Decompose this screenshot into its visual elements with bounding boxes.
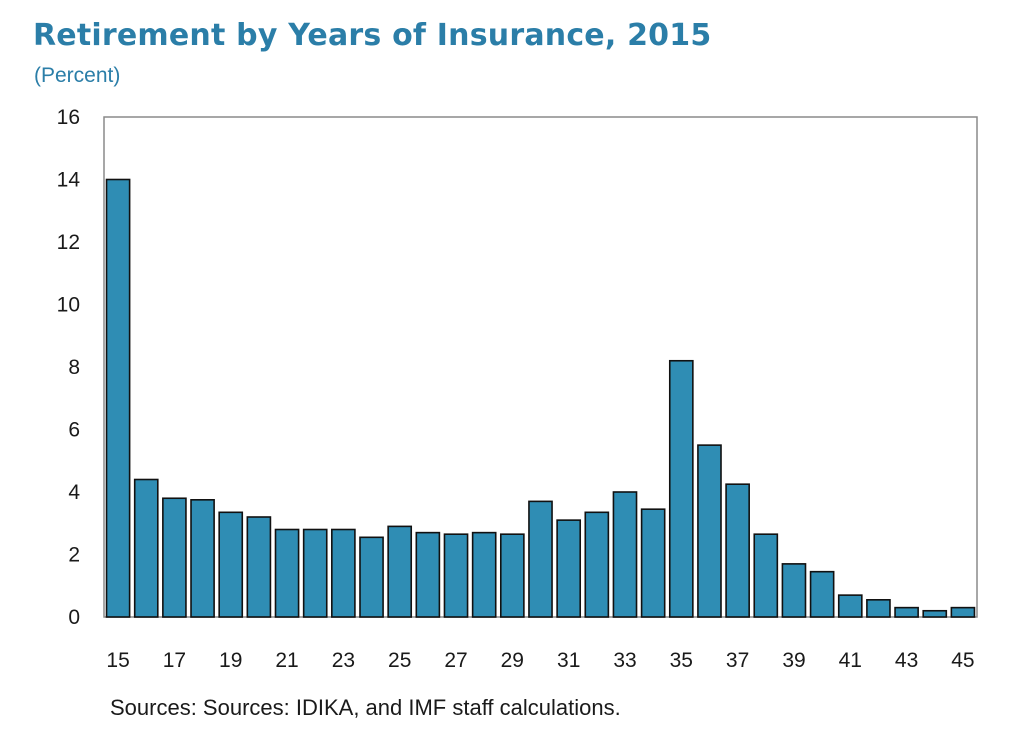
x-tick-label: 41 (839, 649, 862, 672)
bar-37 (725, 483, 750, 618)
bar-19 (218, 511, 244, 618)
bar-31 (556, 519, 582, 618)
x-tick-label: 43 (895, 649, 918, 672)
x-tick-label: 17 (163, 649, 186, 672)
bar-23 (331, 528, 356, 618)
bar-45 (950, 606, 976, 618)
x-tick-label: 23 (332, 649, 355, 672)
chart-subtitle: (Percent) (34, 64, 121, 87)
bar-32 (584, 511, 610, 618)
y-tick-label: 8 (68, 356, 80, 379)
bar-16 (133, 478, 159, 618)
y-tick-label: 2 (68, 544, 80, 567)
y-tick-label: 0 (68, 606, 80, 629)
y-tick-label: 12 (57, 231, 80, 254)
y-tick-label: 4 (68, 481, 80, 504)
bar-27 (443, 533, 469, 618)
bar-28 (471, 531, 497, 618)
bar-36 (697, 444, 722, 618)
source-note: Sources: Sources: IDIKA, and IMF staff c… (110, 695, 621, 720)
x-tick-label: 39 (782, 649, 805, 672)
bar-15 (105, 178, 131, 618)
y-tick-label: 10 (57, 294, 80, 317)
bar-39 (781, 563, 807, 618)
bar-34 (640, 508, 666, 618)
x-tick-label: 21 (275, 649, 298, 672)
bar-35 (668, 359, 694, 618)
bar-43 (894, 606, 919, 618)
x-tick-label: 19 (219, 649, 242, 672)
bar-22 (302, 528, 328, 618)
x-tick-label: 31 (557, 649, 580, 672)
chart-title: Retirement by Years of Insurance, 2015 (33, 18, 712, 53)
bar-17 (162, 497, 187, 618)
bar-20 (246, 516, 272, 618)
y-tick-label: 16 (57, 106, 80, 129)
bar-29 (499, 533, 525, 618)
x-tick-label: 37 (726, 649, 749, 672)
bar-40 (809, 570, 835, 618)
y-tick-label: 6 (68, 419, 80, 442)
y-axis-ticks: 0 2 4 6 8 10 12 14 16 (57, 106, 81, 629)
bar-44 (922, 609, 948, 618)
x-tick-label: 45 (951, 649, 974, 672)
bar-25 (387, 525, 413, 618)
bars-group (105, 178, 976, 618)
bar-33 (612, 491, 638, 618)
bar-24 (359, 536, 384, 618)
bar-26 (415, 531, 441, 618)
x-tick-label: 29 (501, 649, 524, 672)
x-axis-ticks: 15 17 19 21 23 25 27 29 31 33 35 37 39 41 43 45 (106, 649, 974, 672)
x-tick-label: 25 (388, 649, 411, 672)
x-tick-label: 15 (106, 649, 129, 672)
x-tick-label: 33 (613, 649, 636, 672)
bar-38 (753, 533, 779, 618)
bar-42 (866, 599, 891, 618)
bar-21 (274, 528, 300, 618)
x-tick-label: 35 (670, 649, 693, 672)
bar-30 (528, 500, 553, 618)
bar-18 (190, 499, 215, 618)
x-tick-label: 27 (444, 649, 467, 672)
y-tick-label: 14 (57, 169, 81, 192)
bar-41 (837, 594, 863, 618)
